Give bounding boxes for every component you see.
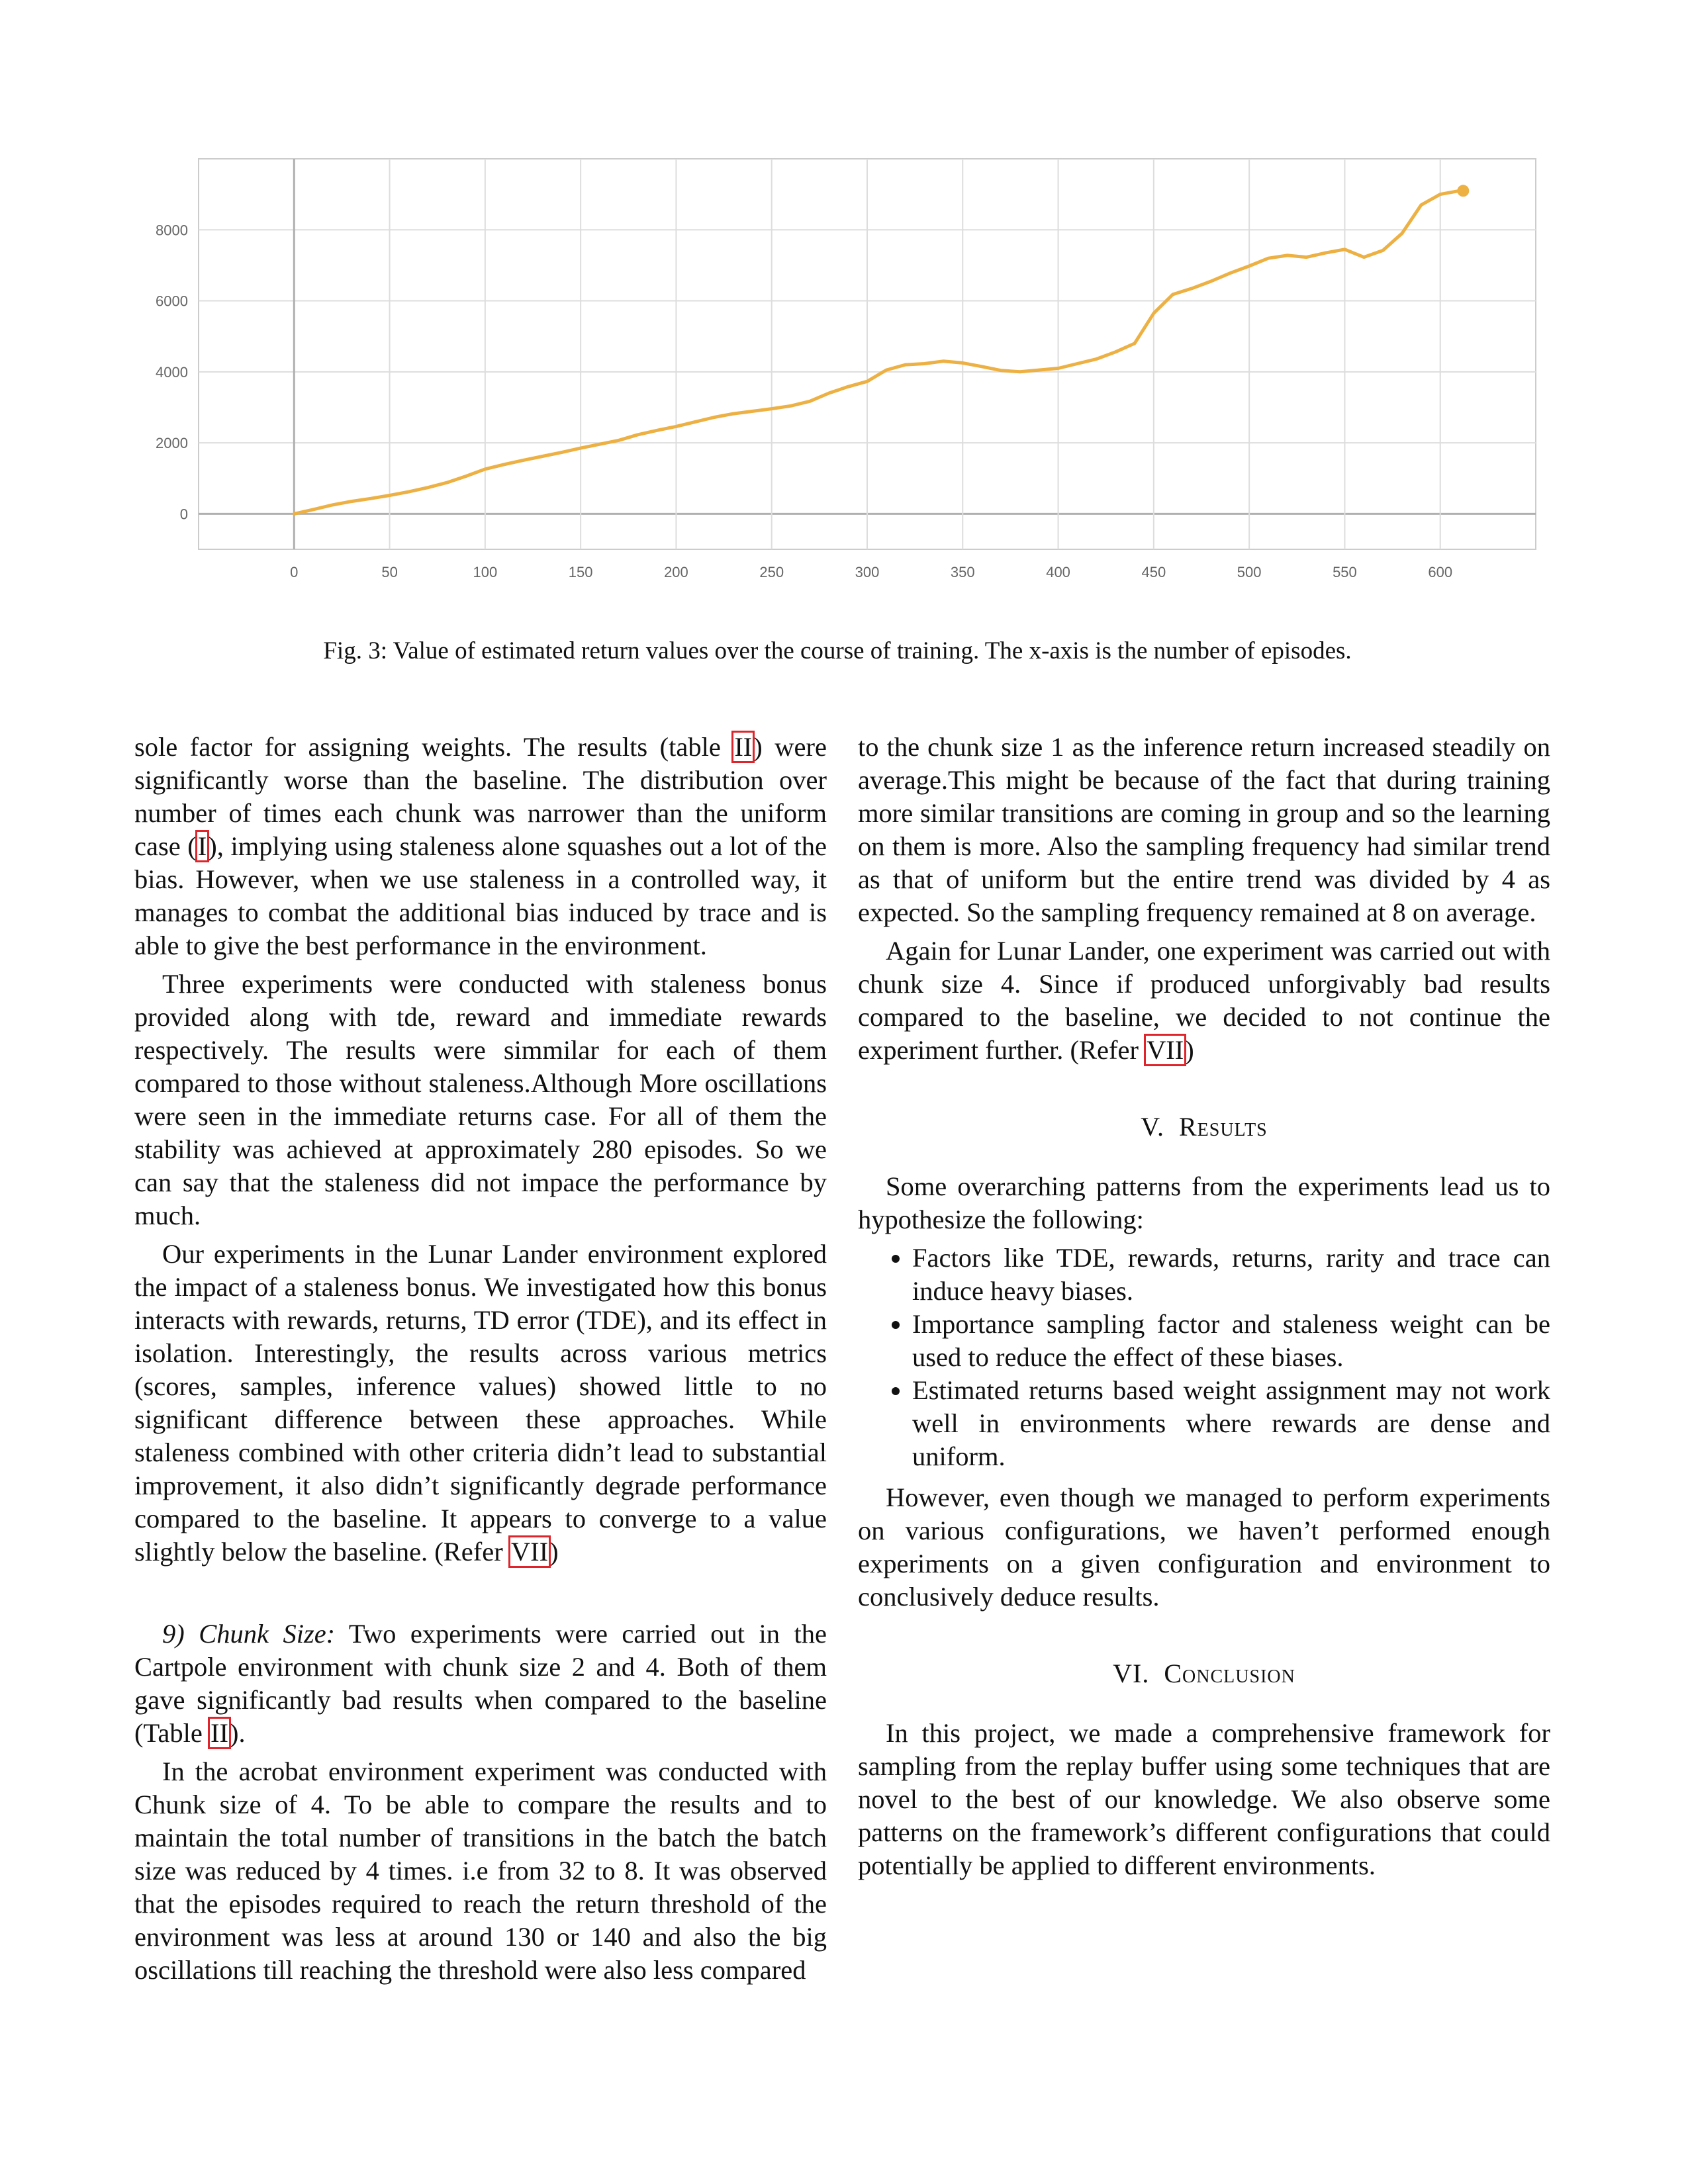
paragraph: Three experiments were conducted with st… — [134, 969, 827, 1230]
paragraph: In the acrobat environment experiment wa… — [134, 1756, 827, 1985]
x-tick-label: 600 — [1428, 564, 1452, 580]
bullet-list: Factors like TDE, rewards, returns, rari… — [858, 1242, 1550, 1473]
table-reference-link[interactable]: VII — [508, 1535, 551, 1568]
section-heading-results: V. Results — [1141, 1112, 1268, 1142]
x-tick-label: 550 — [1333, 564, 1357, 580]
x-tick-label: 350 — [951, 564, 975, 580]
return-line-chart: 0 2000 4000 6000 8000 0 50 100 150 200 250 300 350 4… — [156, 158, 1536, 580]
x-tick-label: 200 — [664, 564, 688, 580]
list-item: Importance sampling factor and staleness… — [912, 1308, 1550, 1374]
table-reference-link[interactable]: II — [207, 1717, 231, 1749]
paragraph: to the chunk size 1 as the inference ret… — [858, 732, 1550, 927]
x-tick-label: 150 — [569, 564, 593, 580]
x-gridlines — [293, 159, 1441, 549]
y-tick-label: 0 — [180, 506, 188, 522]
table-reference-link[interactable]: I — [195, 830, 210, 862]
list-item: Factors like TDE, rewards, returns, rari… — [912, 1242, 1550, 1308]
x-tick-label: 300 — [855, 564, 880, 580]
table-reference-link[interactable]: II — [731, 731, 755, 763]
paragraph: However, even though we managed to perfo… — [858, 1482, 1550, 1612]
figure-caption: Fig. 3: Value of estimated return values… — [323, 637, 1352, 664]
x-tick-label: 50 — [381, 564, 397, 580]
x-tick-label: 250 — [759, 564, 784, 580]
right-column: to the chunk size 1 as the inference ret… — [858, 731, 1550, 1888]
section-heading-conclusion: VI. Conclusion — [1113, 1659, 1295, 1688]
y-tick-label: 2000 — [156, 435, 188, 451]
paragraph: Some overarching patterns from the exper… — [858, 1171, 1550, 1234]
x-tick-label: 0 — [290, 564, 298, 580]
y-tick-label: 6000 — [156, 293, 188, 310]
spacer — [134, 1574, 827, 1617]
paragraph: In this project, we made a comprehensive… — [858, 1718, 1550, 1880]
list-item: Estimated returns based weight assignmen… — [912, 1374, 1550, 1473]
paragraph: sole factor for assigning weights. The r… — [134, 731, 827, 960]
y-tick-labels: 0 2000 4000 6000 8000 — [156, 222, 188, 522]
subsection-title: 9) Chunk Size: — [162, 1619, 336, 1649]
table-reference-link[interactable]: VII — [1144, 1034, 1187, 1066]
paragraph: Our experiments in the Lunar Lander envi… — [134, 1239, 827, 1568]
left-column: sole factor for assigning weights. The r… — [134, 731, 827, 1992]
series-line — [292, 189, 1465, 516]
x-tick-label: 450 — [1141, 564, 1166, 580]
paragraph: Again for Lunar Lander, one experiment w… — [858, 936, 1550, 1066]
x-tick-label: 500 — [1237, 564, 1262, 580]
y-tick-label: 8000 — [156, 222, 188, 238]
y-tick-label: 4000 — [156, 364, 188, 381]
x-tick-label: 400 — [1046, 564, 1070, 580]
series-end-point — [1457, 185, 1470, 197]
paragraph: 9) Chunk Size: Two experiments were carr… — [134, 1619, 827, 1749]
x-tick-labels: 0 50 100 150 200 250 300 350 400 450 500 550 600 — [290, 564, 1452, 580]
x-tick-label: 100 — [473, 564, 497, 580]
